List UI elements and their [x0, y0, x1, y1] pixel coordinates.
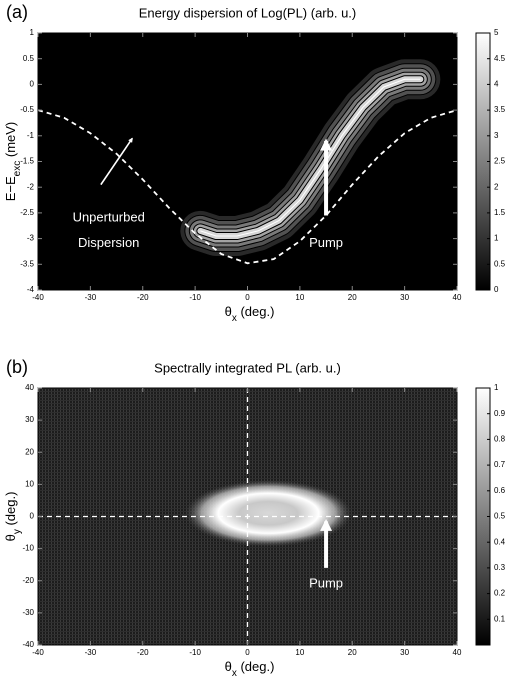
x-tick-label: 0: [245, 293, 250, 302]
xlabel: θx (deg.): [225, 304, 275, 324]
colorbar-tick-label: 1: [494, 234, 499, 243]
colorbar-tick-label: 4: [494, 80, 499, 89]
colorbar-tick-label: 2.5: [494, 157, 506, 166]
ylabel-part: exc: [12, 161, 23, 177]
y-tick-label: -30: [22, 608, 34, 617]
xlabel-part: (deg.): [237, 659, 275, 674]
panel-label: (b): [6, 357, 28, 377]
y-tick-label: 0: [30, 80, 35, 89]
ylabel-part: (meV): [3, 122, 18, 161]
y-tick-label: 10: [25, 479, 34, 488]
y-tick-label: -20: [22, 576, 34, 585]
colorbar-tick-label: 0.9: [494, 409, 506, 418]
y-tick-label: 1: [30, 28, 35, 37]
colorbar-tick-label: 0.7: [494, 460, 506, 469]
x-tick-label: 10: [295, 293, 304, 302]
x-tick-label: 20: [348, 293, 357, 302]
chart-title: Spectrally integrated PL (arb. u.): [154, 360, 341, 375]
colorbar-tick-label: 1.5: [494, 208, 506, 217]
x-tick-label: 20: [348, 648, 357, 657]
annotation: Pump: [309, 235, 343, 250]
colorbar-tick-label: 0.5: [494, 259, 506, 268]
colorbar-tick-label: 0.1: [494, 614, 506, 623]
dispersion-line: [37, 109, 458, 265]
x-tick-label: 30: [400, 293, 409, 302]
x-tick-label: 40: [453, 648, 462, 657]
x-tick-label: -40: [32, 293, 44, 302]
ylabel-part: E−E: [3, 176, 18, 201]
y-tick-label: -40: [22, 640, 34, 649]
chart-title: Energy dispersion of Log(PL) (arb. u.): [139, 5, 357, 20]
y-tick-label: -1.5: [20, 157, 34, 166]
y-tick-label: -2: [27, 182, 35, 191]
xlabel-part: θ: [225, 304, 232, 319]
x-tick-label: 30: [400, 648, 409, 657]
y-tick-label: -3.5: [20, 259, 34, 268]
colorbar-tick-label: 4.5: [494, 54, 506, 63]
colorbar-tick-label: 3.5: [494, 105, 506, 114]
x-tick-label: 10: [295, 648, 304, 657]
xlabel: θx (deg.): [225, 659, 275, 679]
x-tick-label: 0: [245, 648, 250, 657]
x-tick-label: 40: [453, 293, 462, 302]
ylabel-part: y: [12, 529, 23, 534]
x-tick-label: -10: [189, 293, 201, 302]
colorbar-tick-label: 0: [494, 285, 499, 294]
colorbar-tick-label: 5: [494, 28, 499, 37]
colorbar-tick-label: 0.6: [494, 486, 506, 495]
colorbar-tick-label: 0.3: [494, 563, 506, 572]
annotation-arrow: [100, 137, 133, 186]
colorbar-tick-label: 0.8: [494, 435, 506, 444]
contour-ridge: [200, 78, 421, 237]
x-tick-label: -30: [85, 293, 97, 302]
xlabel-part: x: [232, 668, 237, 679]
x-tick-label: -20: [137, 648, 149, 657]
ylabel-part: (deg.): [3, 492, 18, 530]
colorbar-tick-label: 0.2: [494, 589, 506, 598]
annotation: Dispersion: [78, 235, 139, 250]
colorbar-tick-label: 2: [494, 182, 499, 191]
colorbar-tick-label: 3: [494, 131, 499, 140]
x-tick-label: -30: [85, 648, 97, 657]
ylabel: E−Eexc (meV): [3, 122, 23, 202]
xlabel-part: θ: [225, 659, 232, 674]
intensity-peak: [184, 479, 353, 547]
y-tick-label: 0.5: [23, 54, 35, 63]
y-tick-label: -4: [27, 285, 35, 294]
y-tick-label: -3: [27, 234, 35, 243]
y-tick-label: 20: [25, 447, 34, 456]
y-tick-label: -0.5: [20, 105, 34, 114]
colorbar-tick-label: 1: [494, 383, 499, 392]
y-tick-label: 30: [25, 415, 34, 424]
y-tick-label: 0: [30, 512, 35, 521]
ylabel-part: θ: [3, 534, 18, 541]
xlabel-part: (deg.): [237, 304, 275, 319]
y-tick-label: -1: [27, 131, 35, 140]
x-tick-label: -20: [137, 293, 149, 302]
y-tick-label: -2.5: [20, 208, 34, 217]
annotation: Unperturbed: [73, 209, 145, 224]
annotation: Pump: [309, 575, 343, 590]
xlabel-part: x: [232, 313, 237, 324]
x-tick-label: -10: [189, 648, 201, 657]
ylabel: θy (deg.): [3, 492, 23, 542]
panel-label: (a): [6, 2, 28, 22]
colorbar-tick-label: 0.5: [494, 512, 506, 521]
y-tick-label: -10: [22, 544, 34, 553]
colorbar-tick-label: 0.4: [494, 537, 506, 546]
y-tick-label: 40: [25, 383, 34, 392]
x-tick-label: -40: [32, 648, 44, 657]
